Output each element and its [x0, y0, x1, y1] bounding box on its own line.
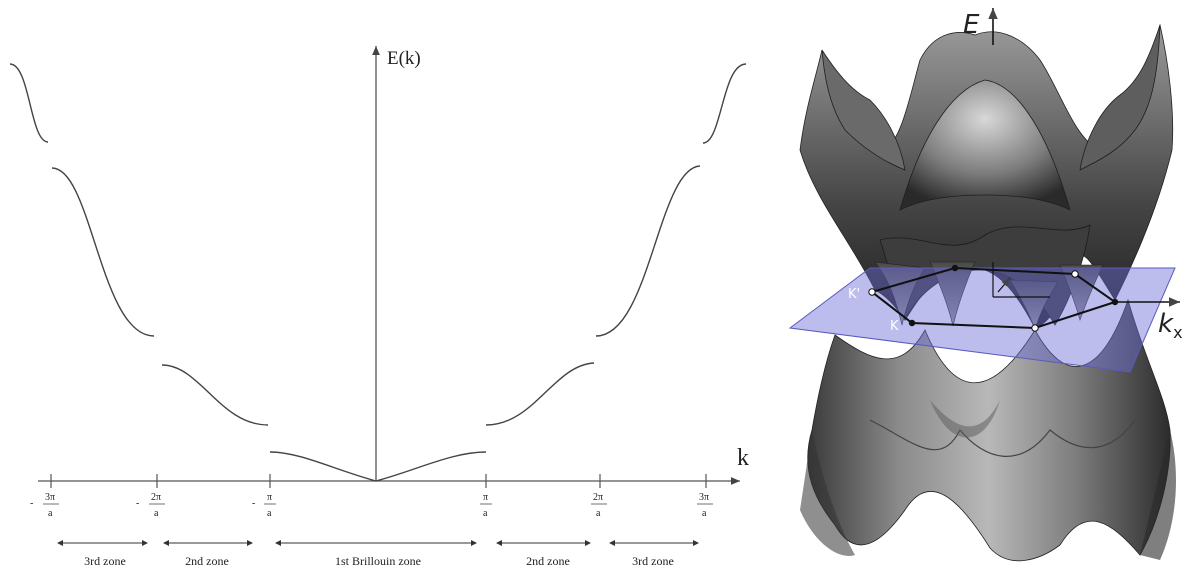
k-prime-label: K'	[848, 287, 860, 302]
energy-axis-label: E(k)	[387, 48, 421, 69]
tick-sign: -	[252, 498, 255, 509]
inner-axis-diagonal	[997, 277, 1011, 293]
band-4-right	[702, 63, 747, 144]
lower-surface-shade	[1140, 430, 1176, 560]
dirac-cone	[1059, 264, 1104, 322]
tick-denominator: a	[267, 508, 272, 519]
dirac-point	[1031, 324, 1039, 332]
tick-denominator: a	[154, 508, 159, 519]
kx-axis-subscript: x	[1173, 323, 1182, 342]
upper-surface-dome	[899, 79, 1071, 211]
tick-numerator: 3π	[699, 492, 709, 503]
lower-band-surface	[800, 298, 1176, 562]
energy-axis-3d-label: E	[963, 10, 980, 40]
lower-surface-valley	[930, 400, 1000, 438]
energy-bands	[9, 63, 747, 482]
dirac-cones	[874, 261, 1104, 332]
upper-band-surface	[799, 23, 1174, 329]
tick-label: 2π a	[591, 492, 607, 519]
tick-denominator: a	[48, 508, 53, 519]
tick-marks	[50, 474, 707, 488]
band-3-right	[595, 165, 701, 337]
zone-label: 1st Brillouin zone	[335, 554, 421, 568]
tick-sign: -	[136, 498, 139, 509]
tick-numerator: 2π	[151, 492, 161, 503]
tick-numerator: π	[267, 492, 272, 503]
band-2-right	[485, 362, 595, 426]
dirac-point	[951, 264, 959, 272]
tick-label: π a	[480, 492, 492, 519]
tick-numerator: 3π	[45, 492, 55, 503]
zone-label: 2nd zone	[185, 554, 229, 568]
tick-sign: -	[30, 498, 33, 509]
k-axis-label: k	[737, 445, 749, 471]
zone-label: 3rd zone	[632, 554, 674, 568]
extended-zone-diagram: E(k) k - 3π a - 2π a - π a	[9, 46, 749, 568]
band-4-left	[9, 63, 49, 143]
zone-label: 2nd zone	[526, 554, 570, 568]
dirac-point	[1071, 270, 1079, 278]
dirac-cone	[929, 261, 976, 327]
upper-surface-peak-left	[821, 49, 906, 171]
band-1-first-zone	[269, 451, 487, 482]
kx-axis-label: kx	[1158, 309, 1183, 342]
tick-label: - 3π a	[30, 492, 59, 519]
tick-label: 3π a	[697, 492, 713, 519]
tick-numerator: π	[483, 492, 488, 503]
tick-denominator: a	[702, 508, 707, 519]
lower-surface-shade	[800, 430, 855, 556]
band-2-left	[161, 364, 269, 426]
tick-label: - π a	[252, 492, 276, 519]
upper-surface-peak-right	[1079, 24, 1161, 171]
lower-surface-ridge	[869, 419, 1136, 457]
zone-annotations: 3rd zone 2nd zone 1st Brillouin zone 2nd…	[57, 540, 699, 568]
tick-denominator: a	[483, 508, 488, 519]
k-label: K	[890, 319, 899, 334]
kx-axis-letter: k	[1158, 309, 1174, 339]
band-3-left	[51, 167, 155, 337]
tick-label: - 2π a	[136, 492, 165, 519]
k-prime-point	[868, 288, 876, 296]
inner-axes	[992, 262, 1050, 298]
tick-numerator: 2π	[593, 492, 603, 503]
tick-denominator: a	[596, 508, 601, 519]
k-point	[908, 319, 916, 327]
zone-label: 3rd zone	[84, 554, 126, 568]
k-plane	[788, 267, 1176, 373]
band-surface-3d: E kx K' K	[788, 8, 1183, 562]
